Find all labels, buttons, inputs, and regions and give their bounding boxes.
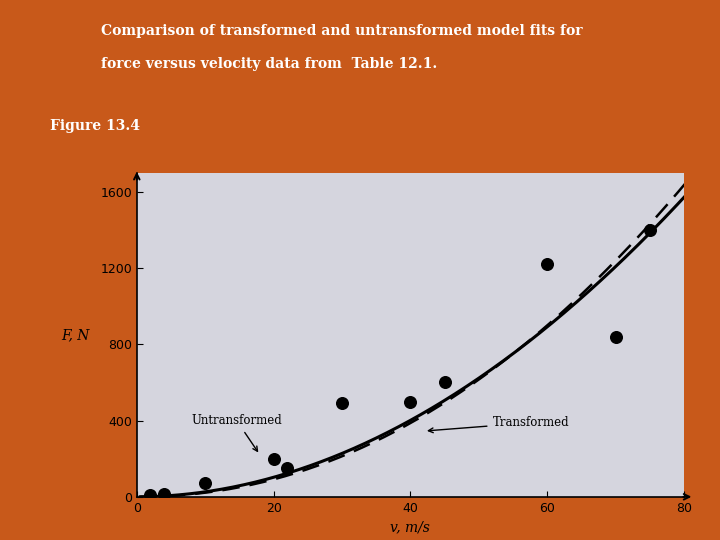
Text: Comparison of transformed and untransformed model fits for: Comparison of transformed and untransfor… bbox=[101, 24, 582, 38]
Point bbox=[405, 397, 416, 406]
Text: force versus velocity data from  Table 12.1.: force versus velocity data from Table 12… bbox=[101, 57, 437, 71]
Text: Transformed: Transformed bbox=[428, 416, 569, 433]
Point bbox=[541, 260, 553, 268]
Y-axis label: F, N: F, N bbox=[61, 328, 89, 342]
Point bbox=[439, 378, 451, 387]
Point bbox=[199, 479, 211, 488]
Point bbox=[268, 454, 279, 463]
Point bbox=[282, 464, 293, 472]
Text: Figure 13.4: Figure 13.4 bbox=[50, 119, 140, 133]
Point bbox=[336, 399, 348, 408]
Point bbox=[610, 333, 621, 341]
Point bbox=[644, 226, 655, 234]
Point bbox=[145, 491, 156, 500]
Text: Untransformed: Untransformed bbox=[192, 414, 282, 451]
X-axis label: v, m/s: v, m/s bbox=[390, 520, 431, 534]
Point bbox=[158, 490, 170, 498]
